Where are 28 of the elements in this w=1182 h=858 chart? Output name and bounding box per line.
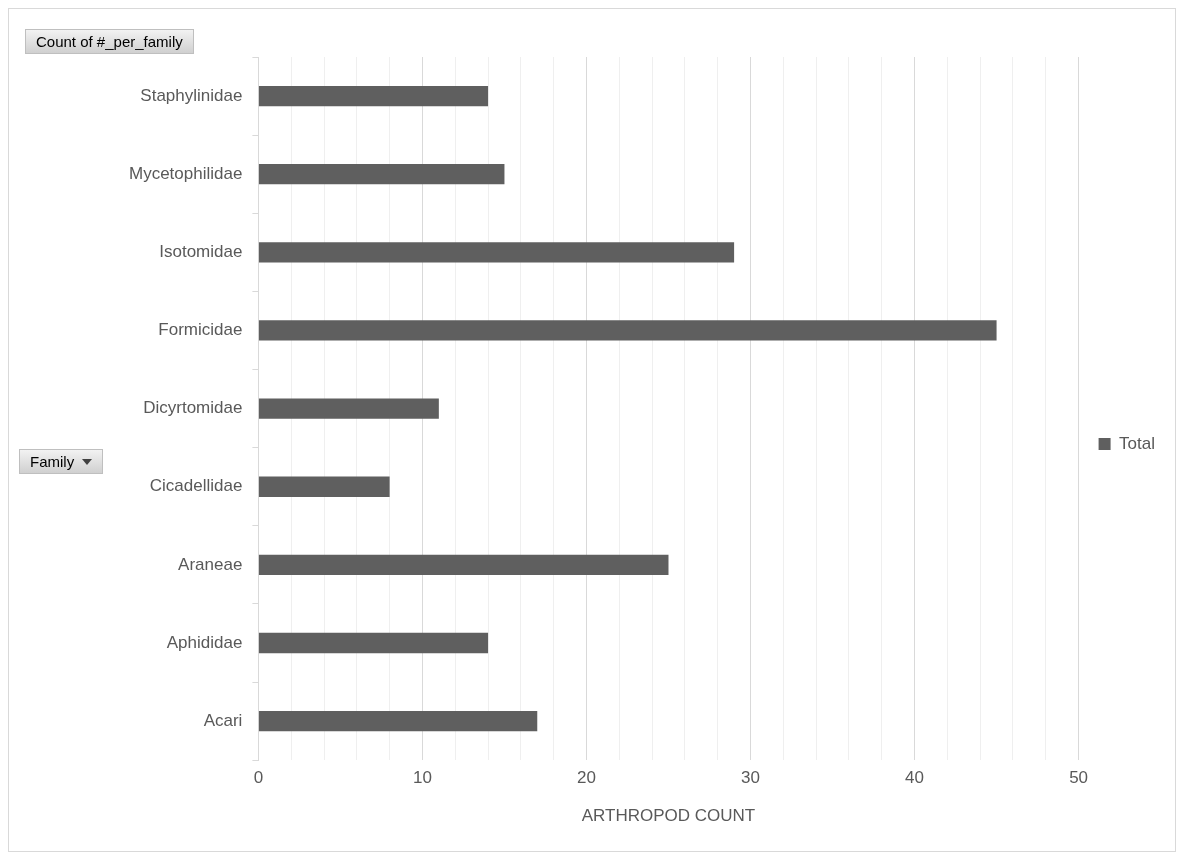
legend-label: Total	[1119, 433, 1156, 453]
bar	[258, 398, 439, 419]
x-tick-label: 0	[253, 768, 264, 788]
bar	[258, 320, 997, 341]
y-tick-label: Aphididae	[166, 632, 243, 652]
bar	[258, 242, 735, 263]
y-tick-label: Cicadellidae	[149, 476, 243, 496]
y-tick-label: Mycetophilidae	[128, 163, 243, 183]
bar	[258, 164, 505, 185]
bar	[258, 476, 390, 497]
y-tick-label: Formicidae	[158, 320, 243, 340]
x-tick-label: 10	[412, 768, 432, 788]
bar	[258, 632, 489, 654]
bar	[258, 85, 489, 107]
y-tick-label: Staphylinidae	[140, 85, 243, 105]
x-axis-title: ARTHROPOD COUNT	[581, 806, 756, 826]
y-axis-title: Family	[30, 453, 75, 470]
x-tick-label: 50	[1069, 768, 1089, 788]
x-tick-label: 30	[741, 768, 760, 788]
x-tick-label: 20	[577, 768, 596, 788]
y-tick-label: Araneae	[178, 554, 243, 574]
y-tick-label: Dicyrtomidae	[143, 398, 243, 418]
bar	[258, 554, 669, 576]
y-tick-label: Acari	[203, 710, 243, 730]
x-tick-label: 40	[905, 768, 925, 788]
bar	[258, 710, 538, 732]
y-tick-label: Isotomidae	[159, 242, 243, 262]
text: Count of #_per_family	[25, 29, 194, 54]
